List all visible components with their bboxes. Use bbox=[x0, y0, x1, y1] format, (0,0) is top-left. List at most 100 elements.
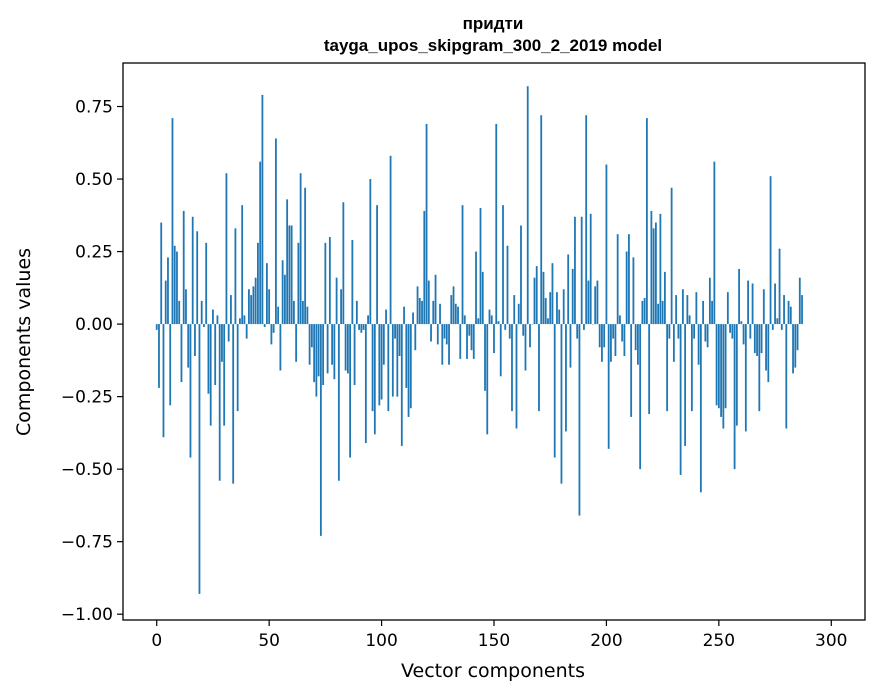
bar bbox=[578, 324, 581, 516]
bar bbox=[729, 324, 731, 333]
bar bbox=[335, 277, 338, 325]
bar bbox=[533, 277, 536, 325]
bar bbox=[585, 115, 588, 325]
bar bbox=[259, 161, 262, 325]
bar bbox=[317, 324, 320, 377]
bar bbox=[218, 324, 221, 481]
bar bbox=[508, 324, 511, 339]
bar bbox=[252, 286, 255, 325]
bar bbox=[185, 289, 187, 325]
bar bbox=[540, 115, 543, 325]
bar bbox=[538, 324, 540, 412]
bar bbox=[441, 324, 444, 365]
bar bbox=[369, 179, 372, 325]
bar bbox=[342, 202, 345, 325]
bar bbox=[785, 324, 788, 429]
bar bbox=[724, 324, 727, 409]
bar bbox=[641, 300, 644, 325]
bar bbox=[221, 324, 223, 362]
bar bbox=[717, 324, 720, 409]
y-tick-label: 0.75 bbox=[75, 98, 113, 118]
bar bbox=[596, 280, 599, 325]
bar bbox=[677, 324, 680, 339]
bar bbox=[279, 324, 282, 371]
bar bbox=[614, 324, 617, 356]
bar bbox=[711, 300, 713, 325]
bar bbox=[740, 321, 743, 325]
x-axis-label: Vector components bbox=[401, 660, 585, 682]
bar bbox=[511, 324, 513, 412]
bar bbox=[248, 289, 250, 325]
bar bbox=[695, 292, 698, 325]
bar bbox=[522, 324, 525, 336]
bar bbox=[553, 324, 556, 458]
bar bbox=[434, 274, 437, 325]
bar bbox=[243, 315, 246, 325]
bar bbox=[394, 324, 396, 339]
bar bbox=[196, 231, 199, 325]
bar bbox=[250, 295, 253, 325]
bar bbox=[160, 222, 163, 325]
bar bbox=[448, 324, 450, 365]
bar bbox=[767, 324, 770, 383]
y-tick-label: −0.50 bbox=[61, 460, 113, 480]
bar bbox=[266, 263, 268, 325]
bar bbox=[475, 251, 477, 325]
bar bbox=[652, 228, 655, 325]
bar bbox=[414, 324, 417, 351]
bar bbox=[167, 257, 169, 325]
bar bbox=[191, 216, 194, 325]
bar bbox=[470, 324, 473, 351]
bar bbox=[623, 324, 626, 356]
bar bbox=[378, 324, 381, 406]
bar bbox=[798, 277, 801, 325]
bar bbox=[194, 324, 196, 356]
bar bbox=[704, 324, 707, 342]
bar bbox=[722, 324, 725, 429]
bar bbox=[762, 289, 765, 325]
bar bbox=[735, 324, 738, 426]
bar bbox=[502, 205, 504, 325]
bar bbox=[416, 286, 419, 325]
bar bbox=[574, 216, 576, 325]
bar bbox=[418, 297, 421, 325]
bar bbox=[385, 309, 387, 325]
bar bbox=[594, 286, 597, 325]
bar bbox=[387, 324, 390, 412]
bar bbox=[407, 324, 410, 417]
bar bbox=[515, 324, 518, 429]
bar bbox=[526, 86, 529, 325]
bar bbox=[155, 324, 158, 330]
x-axis: 0 50 100 150 200 250 300 bbox=[151, 620, 847, 651]
bar bbox=[313, 324, 316, 383]
bar bbox=[517, 303, 520, 325]
bar bbox=[412, 312, 414, 325]
bar bbox=[425, 123, 428, 325]
bar bbox=[731, 324, 734, 339]
bar bbox=[605, 164, 608, 325]
bar bbox=[261, 94, 264, 325]
bar bbox=[796, 324, 799, 351]
bar bbox=[567, 254, 570, 325]
bar bbox=[738, 268, 740, 325]
bar bbox=[648, 324, 651, 415]
bar bbox=[349, 324, 351, 458]
bar bbox=[663, 271, 666, 325]
bar bbox=[688, 315, 691, 325]
bar bbox=[630, 324, 633, 417]
bar bbox=[686, 295, 689, 325]
bar bbox=[277, 306, 280, 325]
bar bbox=[612, 324, 615, 339]
bar bbox=[637, 324, 639, 365]
bar bbox=[549, 292, 552, 325]
bar bbox=[733, 324, 736, 470]
bar bbox=[286, 199, 289, 325]
bar bbox=[753, 324, 756, 354]
bar bbox=[367, 315, 369, 325]
bar bbox=[513, 295, 516, 325]
bar bbox=[268, 289, 271, 325]
bar bbox=[610, 324, 612, 362]
bar bbox=[706, 324, 709, 348]
bar bbox=[684, 324, 687, 446]
bar bbox=[756, 324, 758, 356]
